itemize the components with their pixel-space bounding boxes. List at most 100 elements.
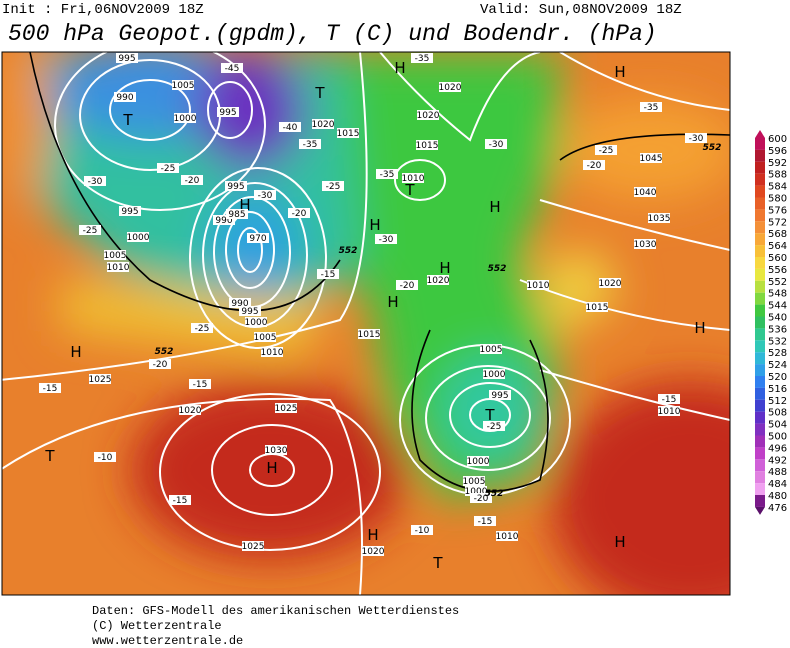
colorbar-label: 508 <box>768 408 787 419</box>
label-bg <box>467 456 489 466</box>
contour-label: -20 <box>400 281 415 291</box>
label-bg <box>396 280 418 290</box>
colorbar-label: 516 <box>768 384 787 395</box>
colorbar-label: 592 <box>768 158 787 169</box>
label-bg <box>480 344 502 354</box>
colorbar-label: 512 <box>768 396 787 407</box>
label-bg <box>119 206 141 216</box>
label-bg <box>226 209 248 219</box>
label-bg <box>417 110 439 120</box>
colorbar-band <box>755 209 765 222</box>
colorbar-label: 504 <box>768 420 787 431</box>
label-bg <box>79 225 101 235</box>
label-bg <box>312 119 334 129</box>
contour-label: 1005 <box>463 477 486 487</box>
colorbar-band <box>755 459 765 472</box>
pressure-center: T <box>44 447 55 465</box>
label-bg <box>322 181 344 191</box>
colorbar-cap <box>755 506 765 515</box>
pressure-center: H <box>266 459 277 477</box>
contour-label: -25 <box>487 422 502 432</box>
pressure-center: T <box>484 406 495 424</box>
colorbar-band <box>755 138 765 150</box>
thickness-label: 552 <box>155 347 174 357</box>
label-bg <box>225 181 247 191</box>
contour-label: -15 <box>43 384 58 394</box>
contour-label: 1015 <box>337 129 360 139</box>
contour-label: -25 <box>326 182 341 192</box>
label-bg <box>254 190 276 200</box>
contour-label: 1020 <box>599 279 622 289</box>
contour-label: -45 <box>225 64 240 74</box>
colorbar-label: 524 <box>768 360 787 371</box>
pressure-center: H <box>70 343 81 361</box>
pressure-center: T <box>432 554 443 572</box>
contour-label: -10 <box>98 453 113 463</box>
pressure-center: H <box>489 198 500 216</box>
pressure-center: H <box>614 63 625 81</box>
colorbar-band <box>755 328 765 341</box>
colorbar-label: 560 <box>768 253 787 264</box>
pressure-center: T <box>122 111 133 129</box>
contour-label: 1010 <box>496 532 519 542</box>
contour-label: 1020 <box>417 111 440 121</box>
colorbar-band <box>755 292 765 305</box>
colorbar-label: 600 <box>768 134 787 145</box>
label-bg <box>474 516 496 526</box>
label-bg <box>84 176 106 186</box>
contour-label: -35 <box>303 140 318 150</box>
colorbar-label: 488 <box>768 467 787 478</box>
pressure-center: H <box>614 533 625 551</box>
contour-label: -40 <box>283 123 298 133</box>
colorbar-band <box>755 161 765 174</box>
valid-time: Valid: Sun,08NOV2009 18Z <box>480 2 682 18</box>
contour-label: 990 <box>215 216 232 226</box>
colorbar-label: 556 <box>768 265 787 276</box>
label-bg <box>189 379 211 389</box>
colorbar-label: 548 <box>768 289 787 300</box>
isobars <box>2 52 730 595</box>
label-bg <box>402 173 424 183</box>
colorbar-label: 544 <box>768 301 787 312</box>
contour-label: -10 <box>415 526 430 536</box>
colorbar-label: 476 <box>768 503 787 514</box>
colorbar-band <box>755 245 765 257</box>
colorbar-band <box>755 495 765 507</box>
label-bg <box>275 403 297 413</box>
colorbar-band <box>755 280 765 293</box>
contour-label: 1000 <box>467 457 490 467</box>
label-bg <box>496 531 518 541</box>
label-bg <box>485 139 507 149</box>
label-bg <box>583 160 605 170</box>
colorbar-label: 484 <box>768 479 787 490</box>
contour-label: -35 <box>415 54 430 64</box>
colorbar-label: 580 <box>768 194 787 205</box>
pressure-center: T <box>314 84 325 102</box>
label-bg <box>179 405 201 415</box>
init-time: Init : Fri,06NOV2009 18Z <box>2 2 204 18</box>
label-bg <box>640 102 662 112</box>
colorbar-label: 532 <box>768 336 787 347</box>
contour-label: 1005 <box>172 81 195 91</box>
label-bg <box>157 163 179 173</box>
colorbar-band <box>755 221 765 234</box>
colorbar-label: 520 <box>768 372 787 383</box>
contour-label: 1005 <box>480 345 503 355</box>
contour-label: 1005 <box>254 333 277 343</box>
contour-label: 995 <box>227 182 244 192</box>
pressure-center: H <box>369 216 380 234</box>
colorbar-band <box>755 173 765 186</box>
label-bg <box>229 298 251 308</box>
colorbar-band <box>755 185 765 198</box>
contour-label: -20 <box>153 360 168 370</box>
label-bg <box>169 495 191 505</box>
contour-label: 1000 <box>174 114 197 124</box>
label-bg <box>337 128 359 138</box>
label-bg <box>39 383 61 393</box>
contour-label: 1000 <box>483 370 506 380</box>
colorbar-cap <box>755 130 765 138</box>
contour-label: -20 <box>474 494 489 504</box>
label-bg <box>247 233 269 243</box>
contour-label: -30 <box>258 191 273 201</box>
